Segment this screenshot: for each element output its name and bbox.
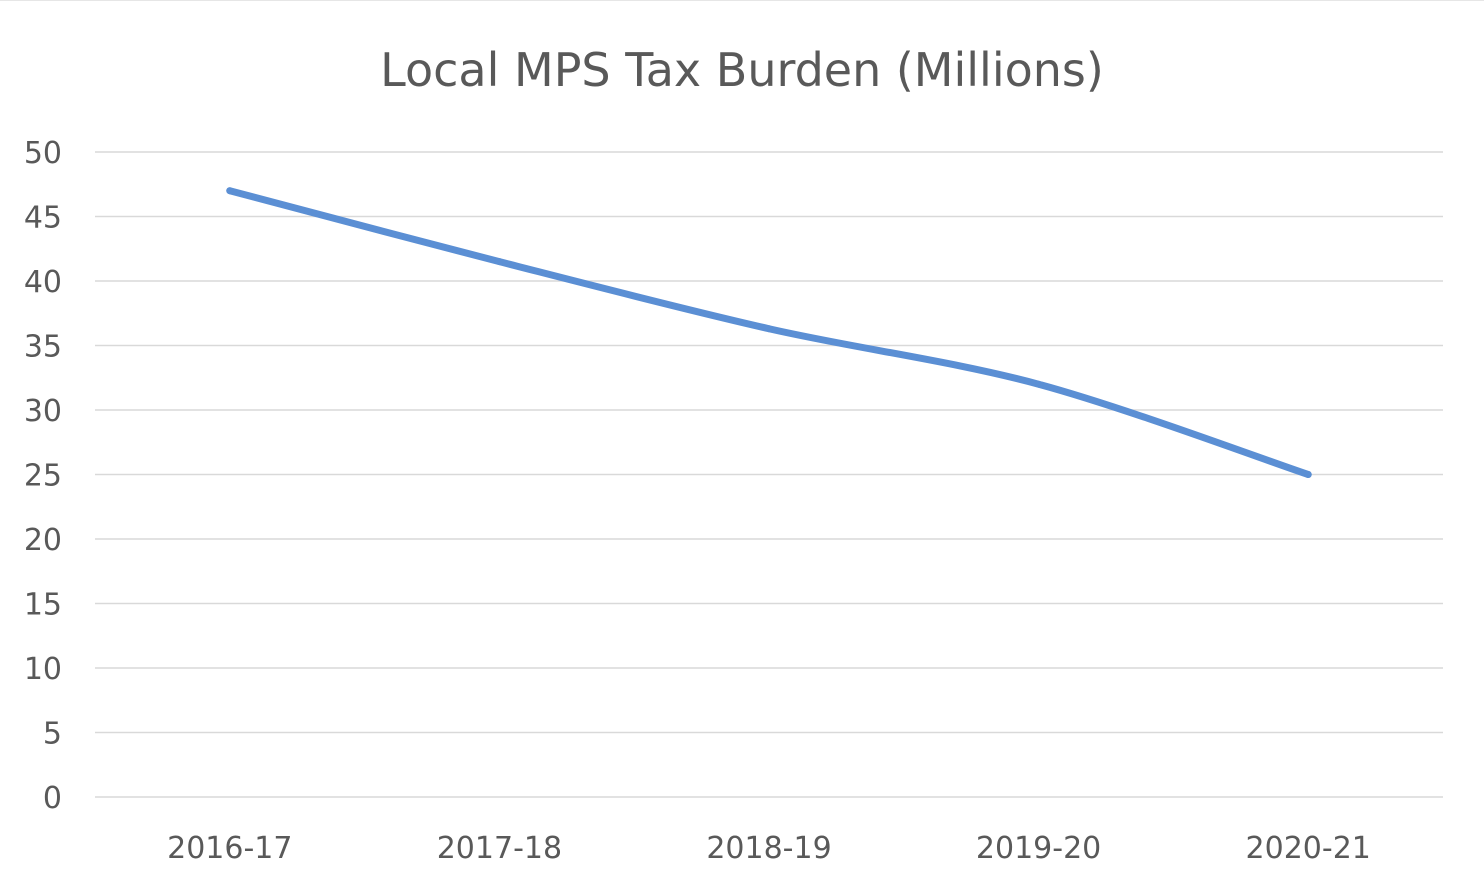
- y-tick-label-45: 45: [24, 201, 62, 236]
- y-tick-label-25: 25: [24, 459, 62, 494]
- y-tick-label-15: 15: [24, 588, 62, 623]
- series-layer: [226, 187, 1312, 478]
- y-tick-label-40: 40: [24, 265, 62, 300]
- data-point-2020-21: [1304, 471, 1312, 478]
- x-axis-tick-labels: 2016-17 2017-18 2018-19 2019-20 2020-21: [167, 831, 1371, 866]
- x-tick-label-2017-18: 2017-18: [437, 831, 562, 866]
- y-tick-label-0: 0: [43, 781, 62, 816]
- x-tick-label-2019-20: 2019-20: [976, 831, 1101, 866]
- series-line-0: [226, 187, 1312, 478]
- data-point-2017-18: [495, 258, 503, 266]
- y-tick-label-35: 35: [24, 330, 62, 365]
- y-axis-tick-labels: 0 5 10 15 20 25 30 35 40 45 50: [24, 136, 62, 816]
- y-tick-label-30: 30: [24, 394, 62, 429]
- y-tick-label-20: 20: [24, 523, 62, 558]
- gridlines: [95, 151, 1443, 798]
- data-point-2018-19: [765, 325, 773, 333]
- data-point-2019-20: [1035, 380, 1043, 388]
- chart-title: Local MPS Tax Burden (Millions): [380, 43, 1104, 97]
- y-tick-label-50: 50: [24, 136, 62, 171]
- x-tick-label-2016-17: 2016-17: [167, 831, 292, 866]
- data-point-2016-17: [226, 187, 234, 195]
- y-tick-label-5: 5: [43, 717, 62, 752]
- x-tick-label-2018-19: 2018-19: [706, 831, 831, 866]
- x-tick-label-2020-21: 2020-21: [1246, 831, 1371, 866]
- y-tick-label-10: 10: [24, 652, 62, 687]
